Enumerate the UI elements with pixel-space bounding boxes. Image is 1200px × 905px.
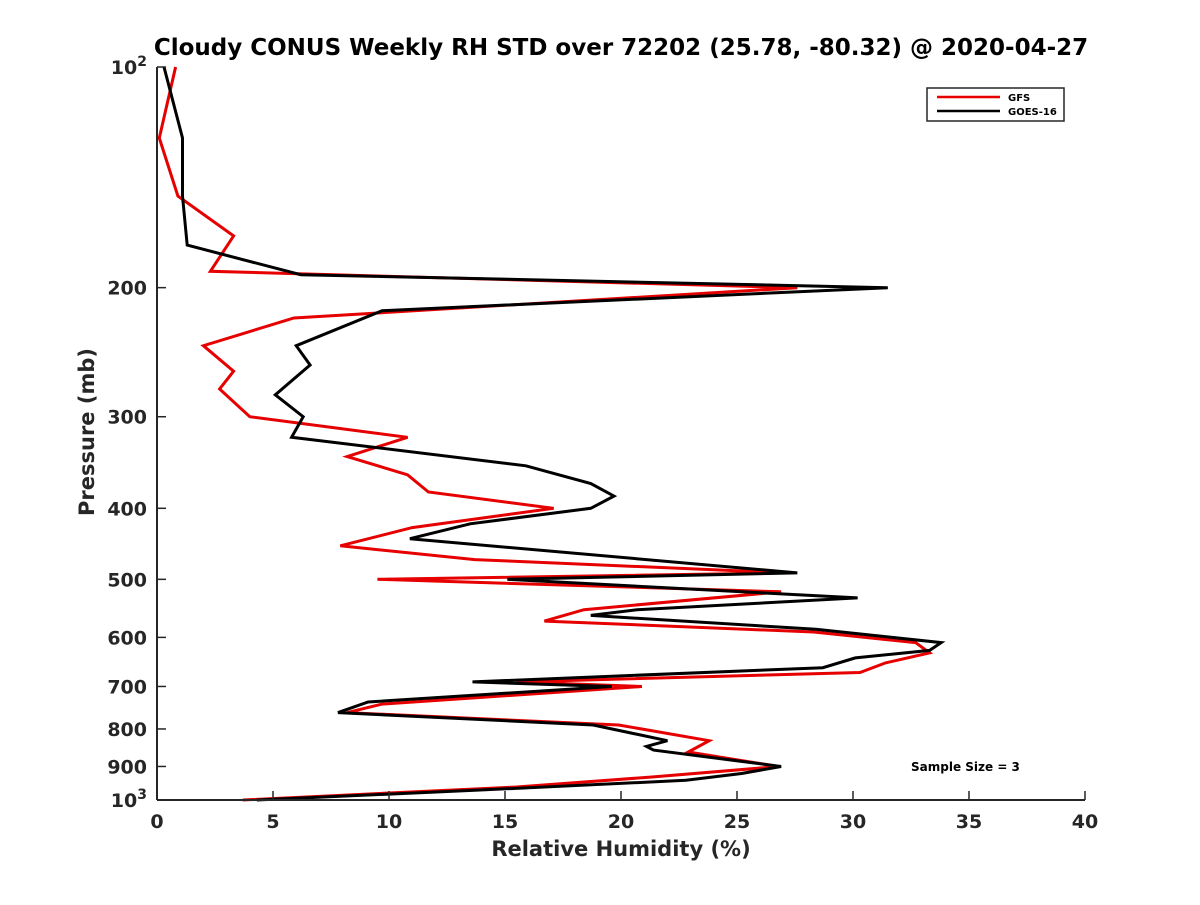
y-axis-label: Pressure (mb) <box>75 348 99 516</box>
y-tick-label: 400 <box>107 498 147 520</box>
x-tick-label: 15 <box>492 811 518 833</box>
y-tick-label: 800 <box>107 719 147 741</box>
x-tick-label: 35 <box>956 811 982 833</box>
x-tick-label: 10 <box>376 811 402 833</box>
x-tick-label: 40 <box>1072 811 1098 833</box>
legend-label-goes16: GOES-16 <box>1008 107 1057 118</box>
series-line-goes16 <box>162 66 946 802</box>
x-tick-label: 20 <box>608 811 634 833</box>
y-tick-label: 900 <box>107 756 147 778</box>
legend: GFS GOES-16 <box>926 87 1065 122</box>
legend-box <box>926 87 1065 122</box>
y-tick-label: 103 <box>111 787 147 812</box>
y-tick-label: 600 <box>107 627 147 649</box>
y-tick-label: 700 <box>107 676 147 698</box>
legend-label-gfs: GFS <box>1008 93 1030 104</box>
x-tick-label: 0 <box>150 811 163 833</box>
sample-size-annotation: Sample Size = 3 <box>911 760 1020 774</box>
y-tick-label: 300 <box>107 407 147 429</box>
y-tick-label: 200 <box>107 278 147 300</box>
x-axis-label: Relative Humidity (%) <box>491 837 750 861</box>
chart-title: Cloudy CONUS Weekly RH STD over 72202 (2… <box>154 35 1088 61</box>
x-tick-label: 5 <box>266 811 279 833</box>
y-tick-label: 102 <box>111 54 147 79</box>
x-tick-label: 30 <box>840 811 866 833</box>
x-tick-label: 25 <box>724 811 750 833</box>
y-tick-label: 500 <box>107 569 147 591</box>
